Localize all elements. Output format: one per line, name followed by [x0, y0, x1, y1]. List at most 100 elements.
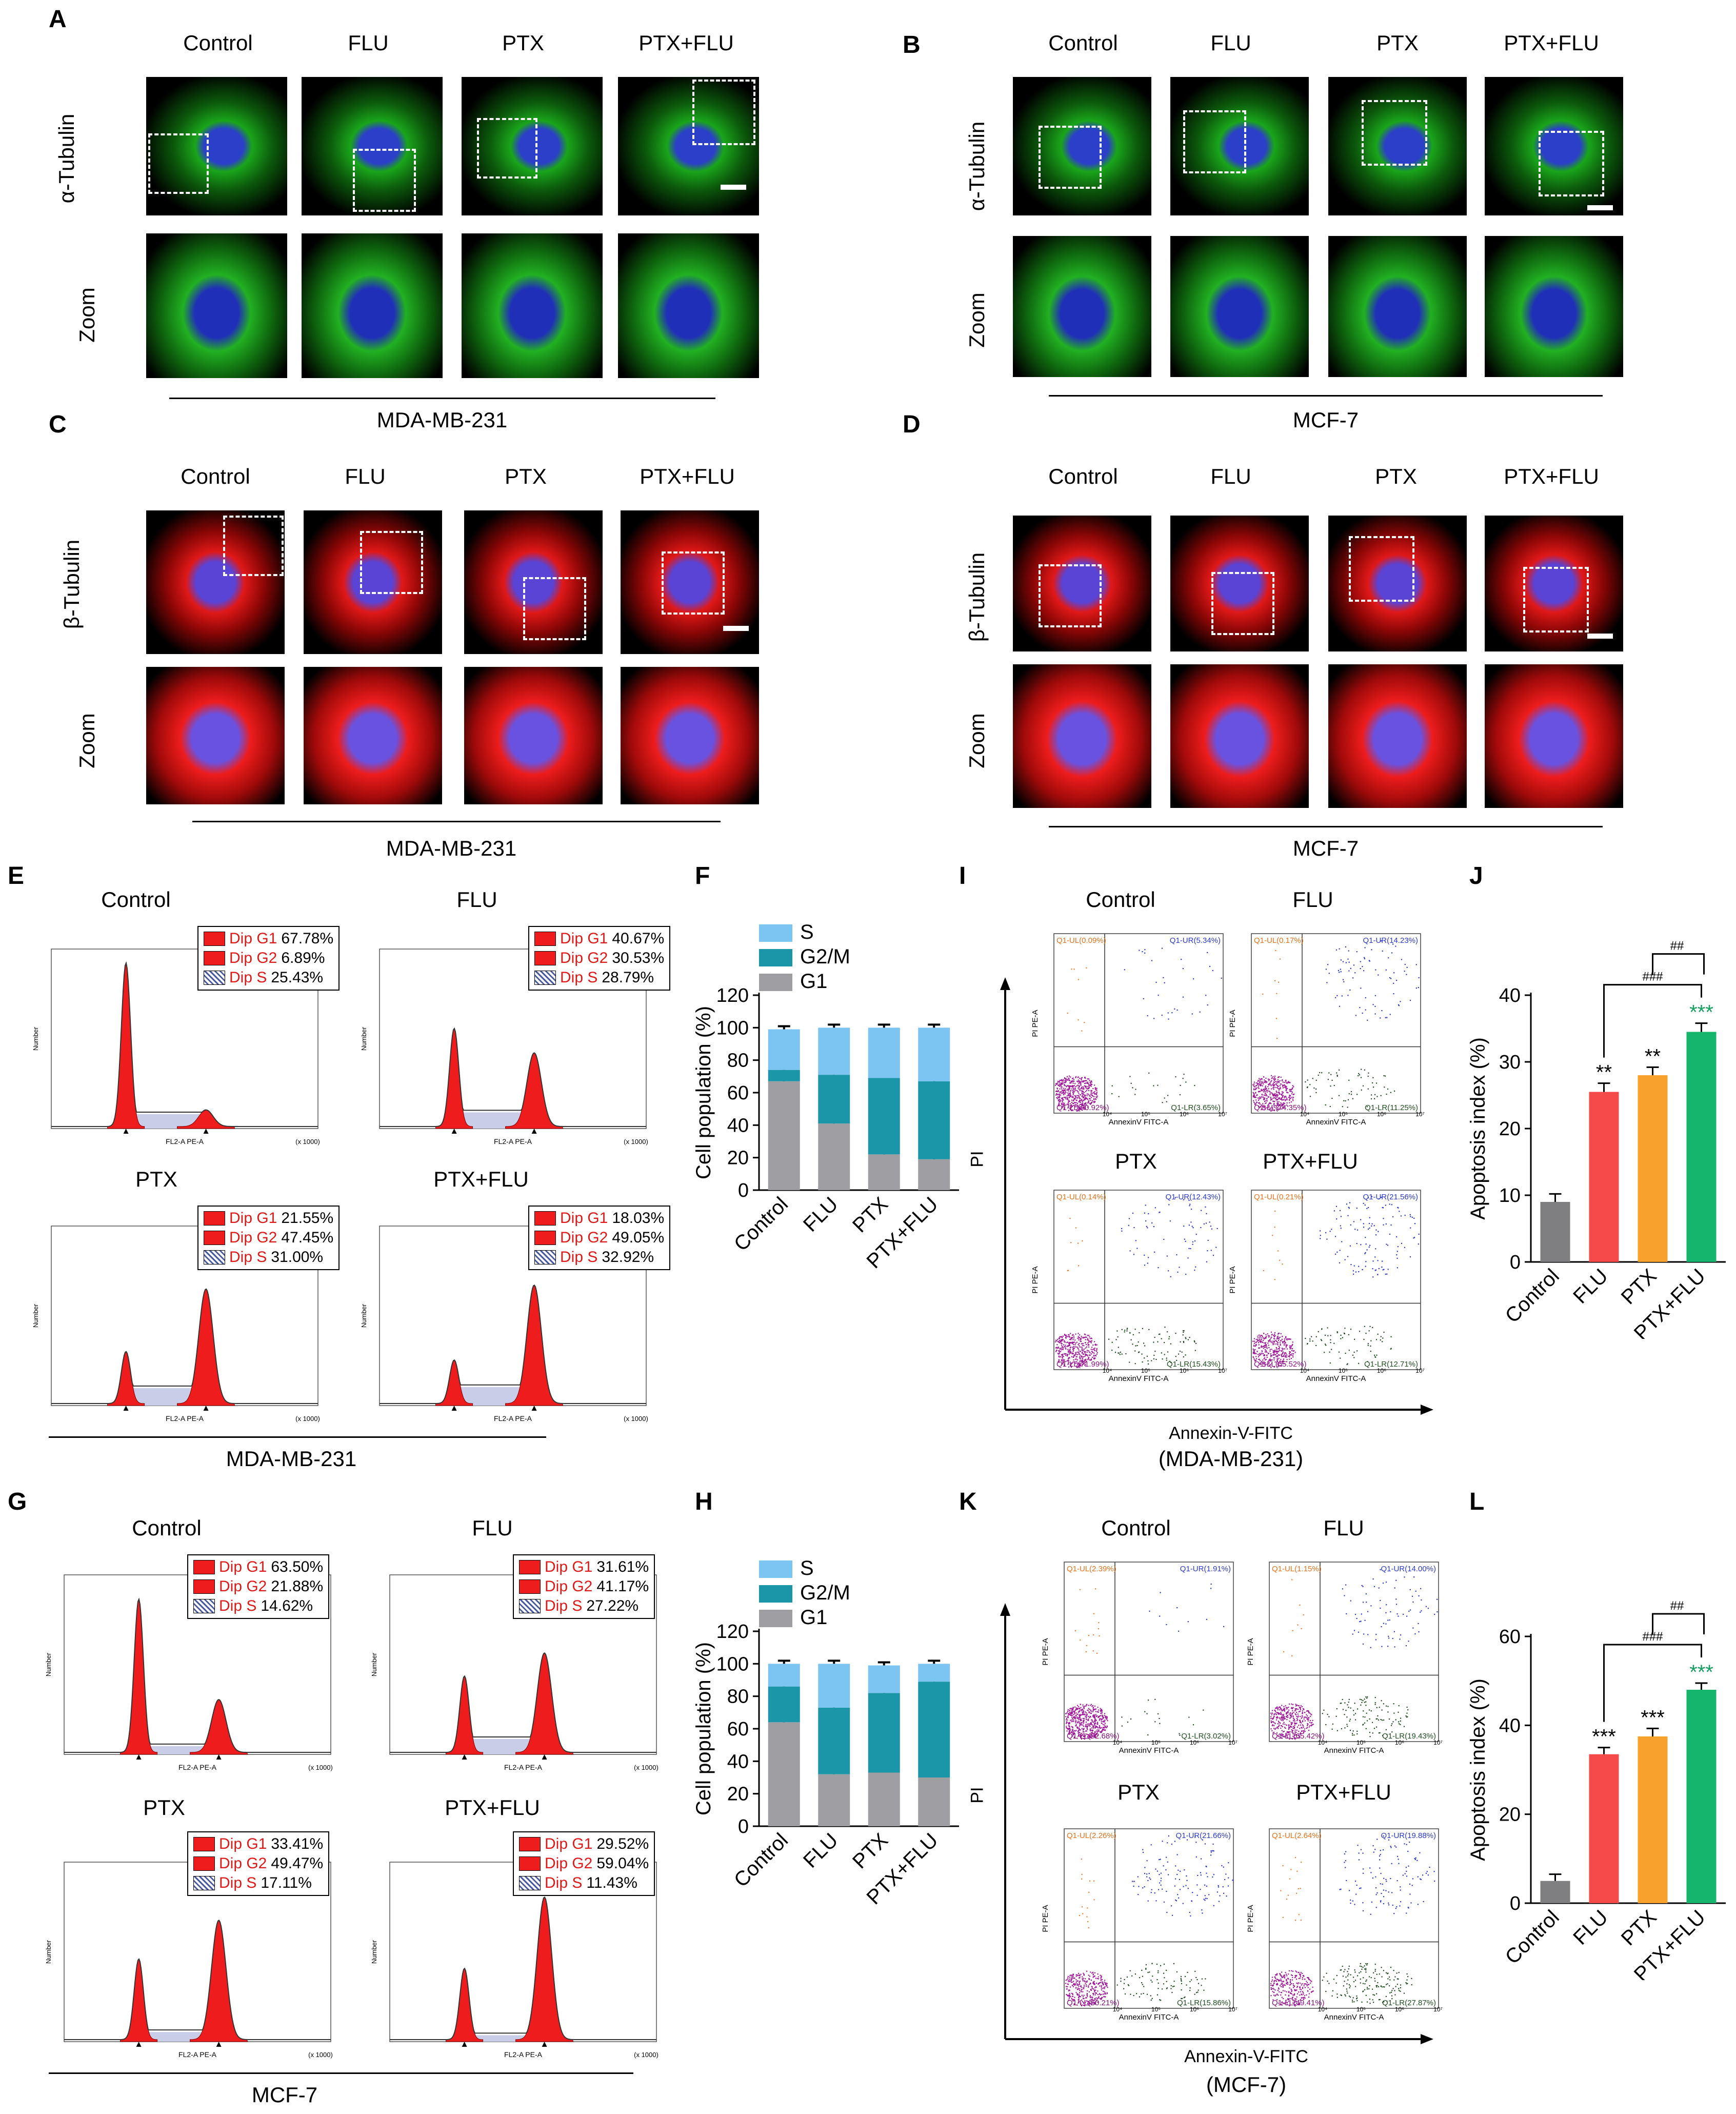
histogram-fit-curve — [380, 1284, 646, 1404]
histogram-x-unit: (x 1000) — [295, 1138, 320, 1145]
quadrant-label-lr: Q1-LR(15.43%) — [1167, 1360, 1221, 1369]
dot-plot-x-tick: 10⁵ — [1151, 2006, 1161, 2013]
g1-peak — [120, 1598, 158, 1755]
legend-swatch — [759, 949, 792, 966]
legend-value-g2: 47.45% — [281, 1229, 334, 1246]
g1-marker — [123, 1129, 129, 1134]
g2-marker — [531, 1129, 537, 1134]
dot-plot-x-label: AnnexinV FITC-A — [1306, 1374, 1366, 1383]
zoom-micrograph — [1328, 236, 1467, 377]
legend-value-g2: 30.53% — [612, 950, 665, 966]
dot-cluster-ul — [1079, 1859, 1095, 1929]
g1-marker — [462, 2042, 467, 2047]
bar-ptx — [1638, 1075, 1668, 1262]
quadrant-label-ur: Q1-UR(5.34%) — [1170, 936, 1221, 945]
comparison-bracket — [1652, 953, 1705, 975]
dot-plot-x-tick: 10⁷ — [1228, 2006, 1238, 2013]
g1-marker — [462, 1754, 467, 1760]
micrograph — [304, 510, 442, 654]
x-tick-label: FLU — [799, 1829, 843, 1872]
cell-cycle-legend: Dip G1 33.41% Dip G2 49.47% Dip S 17.11% — [187, 1831, 330, 1896]
dot-cluster-ll — [1270, 1703, 1314, 1740]
y-tick-label: 20 — [1499, 1118, 1521, 1140]
g2-marker — [216, 1754, 222, 1760]
legend-value-g1: 31.61% — [596, 1558, 649, 1575]
histogram-fit-curve — [51, 961, 318, 1127]
zoom-micrograph — [146, 667, 285, 804]
zoom-micrograph — [302, 233, 443, 378]
quadrant-label-lr: Q1-LR(3.65%) — [1171, 1103, 1221, 1112]
bar-ptx-flu — [1686, 1690, 1717, 1903]
dot-title-ptx: PTX — [1118, 1780, 1160, 1804]
legend-name-g2: Dip G2 — [219, 1578, 267, 1595]
dot-cluster-ul — [1262, 950, 1281, 1039]
y-tick-label: 100 — [716, 1017, 749, 1039]
legend-name-s: Dip S — [229, 969, 267, 986]
micrograph — [1013, 77, 1151, 215]
dot-plot-y-label: PI PE-A — [1246, 1905, 1255, 1932]
bar-control — [1540, 1202, 1570, 1262]
hist-title-control: Control — [101, 887, 171, 912]
quadrant-label-lr: Q1-LR(11.25%) — [1365, 1103, 1418, 1112]
dot-cluster-ur — [1124, 947, 1222, 1020]
y-tick-label: 10 — [1499, 1185, 1521, 1207]
s-swatch — [193, 1876, 215, 1890]
zoom-micrograph — [304, 667, 442, 804]
bar-segment-g1 — [818, 1774, 850, 1826]
cell-cycle-histogram: FL2-A PE-A (x 1000) Number — [32, 949, 320, 1145]
dot-cluster-ul — [1074, 1588, 1100, 1654]
dot-cluster-ur — [1131, 1835, 1233, 1917]
legend-label: G1 — [800, 970, 827, 993]
cell-cycle-legend: Dip G1 40.67% Dip G2 30.53% Dip S 28.79% — [528, 926, 671, 991]
dot-plot-x-label: AnnexinV FITC-A — [1324, 1746, 1384, 1755]
bar-segment-s — [768, 1029, 800, 1070]
panel-letter-e: E — [8, 862, 25, 890]
legend-value-g1: 33.41% — [271, 1835, 324, 1852]
histogram-x-label: FL2-A PE-A — [504, 1763, 543, 1771]
histogram-fit-curve — [64, 1919, 331, 2040]
bar-flu — [1589, 1092, 1619, 1262]
col-label-flu: FLU — [1210, 464, 1251, 488]
dot-title-ptx: PTX — [1115, 1149, 1157, 1173]
s-phase-area — [454, 1112, 534, 1129]
dot-plot-x-label: AnnexinV FITC-A — [1109, 1374, 1169, 1383]
legend-name-g1: Dip G1 — [219, 1558, 267, 1575]
legend-name-g2: Dip G2 — [560, 950, 608, 966]
zoom-micrograph — [462, 233, 603, 378]
col-label-ptx: PTX — [502, 31, 544, 55]
dot-plot-x-tick: 10⁷ — [1433, 2006, 1443, 2013]
dot-plot-frame — [1053, 1190, 1224, 1370]
annexin-y-label: PI — [967, 1787, 987, 1804]
g2-swatch — [534, 1231, 556, 1245]
dot-cluster-lr — [1305, 1069, 1395, 1108]
quadrant-label-ul: Q1-UL(2.39%) — [1067, 1565, 1116, 1573]
dot-plot-x-tick: 10⁵ — [1356, 1739, 1366, 1746]
legend-name-g1: Dip G1 — [219, 1835, 267, 1852]
bar-segment-g1 — [818, 1123, 850, 1190]
dot-plot-y-label: PI PE-A — [1041, 1905, 1050, 1932]
col-label-ptx-flu: PTX+FLU — [1504, 464, 1599, 488]
row-label-zoom: Zoom — [965, 713, 989, 768]
dot-plot-x-tick: 10⁵ — [1141, 1367, 1150, 1374]
quadrant-label-ur: Q1-UR(21.56%) — [1363, 1193, 1418, 1201]
quadrant-label-ll: Q1-LL(92.68%) — [1067, 1732, 1120, 1741]
comparison-label: ## — [1670, 1599, 1684, 1613]
hist-title-ptx: PTX — [143, 1795, 185, 1820]
dot-cluster-lr — [1305, 1326, 1392, 1366]
significance-mark: *** — [1689, 1001, 1713, 1024]
dot-plot-x-label: AnnexinV FITC-A — [1324, 2013, 1384, 2022]
g1-peak — [446, 1968, 484, 2042]
y-tick-label: 60 — [727, 1082, 749, 1104]
legend-value-s: 27.22% — [586, 1597, 639, 1614]
quadrant-label-ul: Q1-UL(2.26%) — [1067, 1831, 1116, 1840]
cell-line-label: MCF-7 — [1292, 408, 1359, 432]
legend-name-g1: Dip G1 — [545, 1835, 593, 1852]
g1-marker — [451, 1406, 457, 1411]
dot-plot-x-tick: 10⁶ — [1180, 1367, 1189, 1374]
legend-value-g1: 18.03% — [612, 1210, 665, 1227]
micrograph — [1013, 516, 1151, 651]
legend-name-g1: Dip G1 — [229, 1210, 277, 1227]
legend-name-g1: Dip G1 — [560, 1210, 608, 1227]
row-label-alpha-tubulin: α-Tubulin — [965, 121, 989, 211]
